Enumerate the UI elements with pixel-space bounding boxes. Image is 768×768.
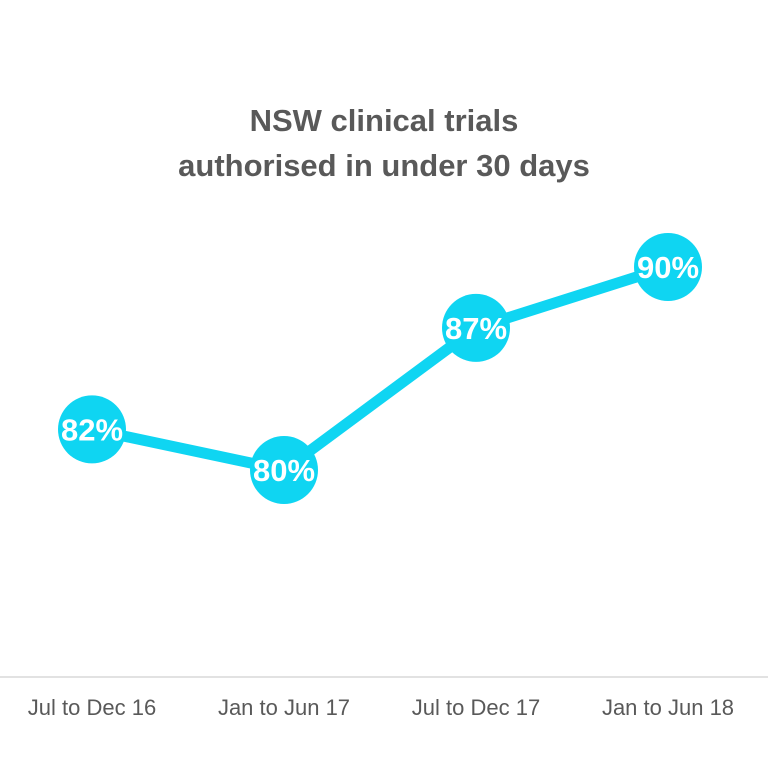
- x-tick-label: Jan to Jun 18: [602, 695, 734, 720]
- data-point-marker: [442, 293, 510, 362]
- chart-title: NSW clinical trials authorised in under …: [0, 98, 768, 188]
- x-tick-label: Jul to Dec 17: [412, 695, 540, 720]
- x-tick-labels: Jul to Dec 16 Jan to Jun 17 Jul to Dec 17 J…: [28, 695, 734, 720]
- data-point-marker: [58, 395, 126, 464]
- data-label: 82%: [61, 412, 123, 447]
- x-tick-label: Jul to Dec 16: [28, 695, 156, 720]
- data-label: 90%: [637, 250, 699, 285]
- series-layer: 82% 80% 87% 90%: [58, 233, 702, 504]
- data-point-marker: [250, 436, 318, 504]
- chart-title-line-2: authorised in under 30 days: [178, 148, 590, 183]
- data-label: 87%: [445, 311, 507, 346]
- chart-title-line-1: NSW clinical trials: [249, 103, 519, 138]
- x-tick-label: Jan to Jun 17: [218, 695, 350, 720]
- data-label: 80%: [253, 453, 315, 488]
- series-line: [86, 261, 674, 476]
- data-point-marker: [634, 233, 702, 301]
